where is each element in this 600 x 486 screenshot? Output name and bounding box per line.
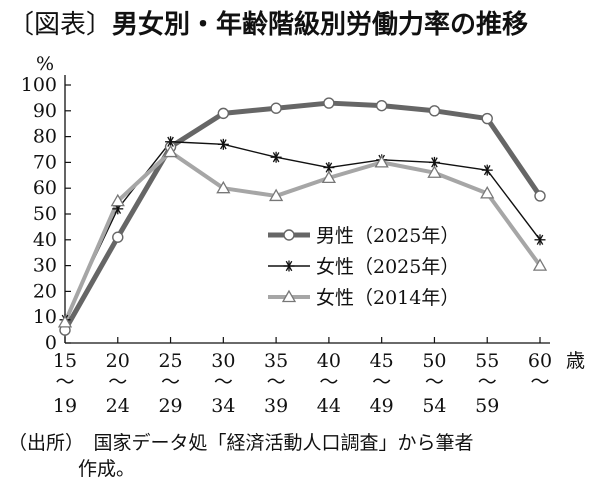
x-tick-label-end: 29	[158, 395, 182, 417]
x-tick-label-end: 19	[53, 395, 77, 417]
x-tick-label-start: 55	[475, 350, 499, 372]
legend-label-3: 女性（2014年）	[316, 287, 459, 309]
x-tick-label-separator: 〜	[161, 371, 180, 393]
x-tick-label-end: 54	[422, 395, 446, 417]
data-point-series-3	[427, 165, 442, 178]
chart-axes	[64, 75, 550, 344]
y-tick-label: 50	[33, 203, 57, 225]
data-point-series-3	[110, 193, 125, 207]
data-point-series-3	[57, 315, 73, 328]
data-point-series-2	[165, 136, 177, 148]
y-tick-label: 90	[33, 100, 57, 122]
title-bracket-close: 〕	[86, 10, 113, 40]
x-tick-label-separator: 〜	[214, 371, 233, 393]
data-point-series-2	[534, 234, 546, 246]
data-point-series-2	[270, 151, 282, 163]
data-point-series-1	[217, 107, 230, 120]
legend-marker-3	[281, 289, 297, 303]
y-tick-label: 0	[45, 332, 57, 354]
data-point-series-2	[217, 138, 229, 150]
x-tick-label-start: 45	[370, 350, 394, 372]
data-point-series-3	[216, 180, 231, 194]
chart-title: 男女別・年齢階級別労働力率の推移	[112, 10, 529, 40]
source-note: （出所） 国家データ処「経済活動人口調査」から筆者 作成。	[8, 430, 588, 482]
x-tick-label-separator: 〜	[530, 371, 549, 393]
x-tick-label-end: 59	[475, 395, 499, 417]
data-point-series-1	[428, 105, 441, 117]
legend-marker-1	[283, 229, 295, 241]
data-point-series-1	[323, 97, 335, 109]
x-tick-label-start: 15	[53, 350, 77, 372]
data-point-series-1	[270, 102, 282, 114]
source-note-line2: 作成。	[78, 458, 136, 480]
series-line-3	[63, 150, 542, 325]
x-tick-label-separator: 〜	[108, 371, 127, 393]
x-tick-label-start: 40	[317, 350, 341, 372]
x-tick-label-start: 20	[106, 350, 130, 372]
x-axis-ticks: 15〜1920〜2425〜2930〜3435〜3940〜4445〜4950〜54…	[53, 337, 552, 417]
x-tick-label-start: 50	[422, 350, 446, 372]
series-lines	[62, 100, 543, 333]
source-note-line1: （出所） 国家データ処「経済活動人口調査」から筆者	[8, 432, 474, 454]
y-tick-label: 40	[33, 229, 57, 251]
x-tick-label-separator: 〜	[319, 371, 338, 393]
data-point-series-3	[480, 186, 495, 199]
data-point-series-2	[481, 164, 493, 176]
x-tick-label-end: 34	[211, 395, 235, 417]
data-point-series-3	[321, 170, 337, 184]
data-point-series-1	[375, 99, 388, 112]
x-tick-label-start: 35	[264, 350, 288, 372]
x-tick-label-separator: 〜	[478, 371, 497, 393]
y-tick-label: 60	[33, 177, 57, 199]
x-tick-label-end: 39	[264, 395, 288, 417]
series-line-1	[62, 100, 543, 333]
data-point-series-1	[112, 231, 124, 243]
data-point-series-3	[163, 144, 178, 158]
data-point-series-3	[532, 258, 548, 271]
y-tick-label: 30	[33, 255, 57, 277]
y-axis-unit-label: %	[36, 53, 54, 75]
data-point-series-1	[534, 190, 546, 202]
x-tick-label-end: 44	[317, 395, 341, 417]
chart-legend: 男性（2025年） 女性（2025年） 女性（2014年）	[268, 225, 459, 309]
y-tick-label: 100	[21, 74, 57, 96]
x-axis-unit-label: 歳	[566, 350, 585, 372]
y-tick-label: 80	[33, 126, 57, 148]
x-tick-label-separator: 〜	[372, 371, 391, 393]
y-tick-label: 70	[33, 151, 57, 173]
x-tick-label-separator: 〜	[267, 371, 286, 393]
legend-label-2: 女性（2025年）	[316, 256, 459, 278]
y-tick-label: 20	[33, 280, 57, 302]
x-tick-label-start: 25	[158, 350, 182, 372]
x-tick-label-start: 60	[528, 350, 552, 372]
x-tick-label-separator: 〜	[425, 371, 444, 393]
data-point-series-3	[268, 188, 284, 202]
title-bracket-open: 〔	[8, 10, 35, 40]
y-axis-ticks: 0 10 20 30 40 50 60 70 80 90 100	[21, 74, 71, 354]
x-tick-label-separator: 〜	[55, 371, 74, 393]
y-tick-label: 10	[33, 306, 57, 328]
figure-title: 〔図表〕男女別・年齢階級別労働力率の推移	[8, 4, 528, 41]
figure-tag: 図表	[34, 10, 87, 40]
data-point-series-3	[374, 155, 389, 168]
legend-label-1: 男性（2025年）	[316, 225, 459, 247]
x-tick-label-start: 30	[211, 350, 235, 372]
legend-marker-2	[283, 260, 295, 272]
x-tick-label-end: 49	[370, 395, 394, 417]
x-tick-label-end: 24	[106, 395, 130, 417]
series-markers	[57, 97, 548, 336]
data-point-series-1	[481, 112, 493, 125]
series-line-2	[64, 141, 541, 321]
